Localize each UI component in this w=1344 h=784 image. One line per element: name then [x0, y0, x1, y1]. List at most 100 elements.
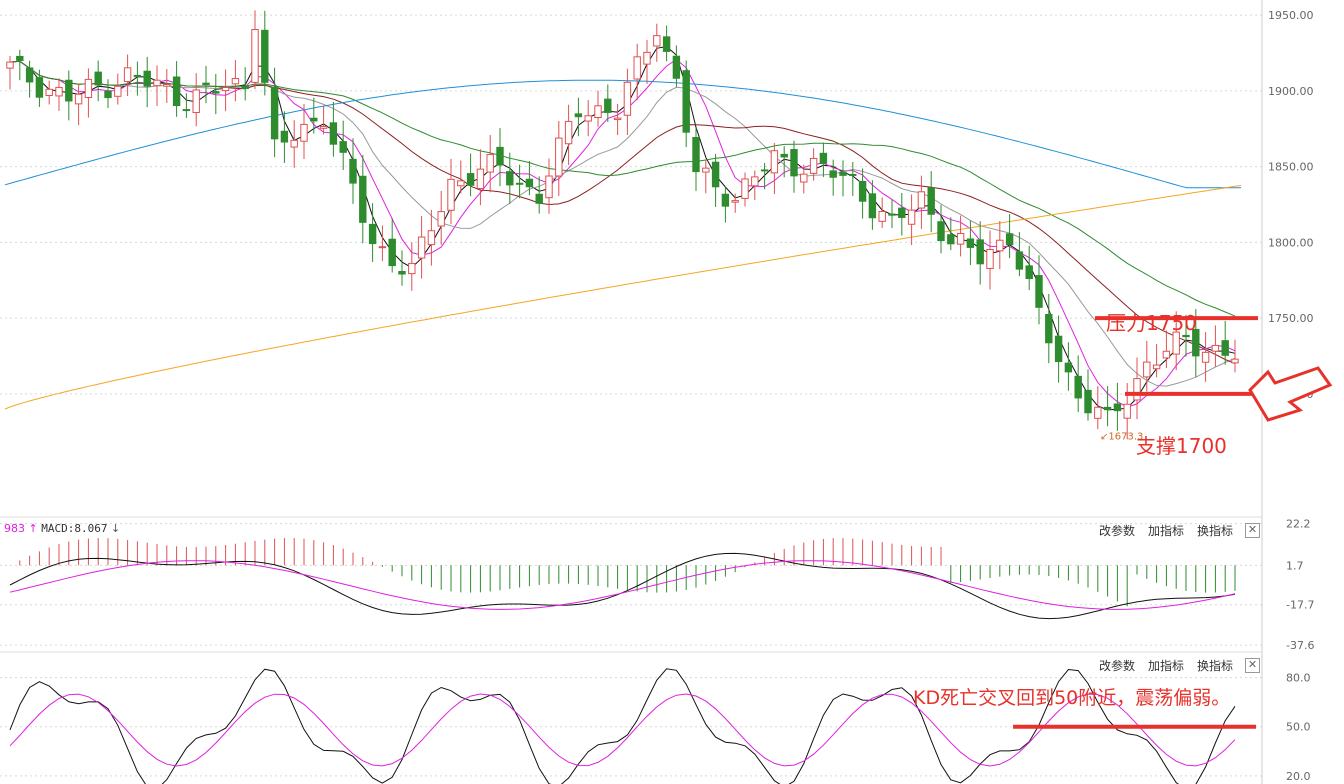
arrow-icon [1248, 366, 1333, 422]
y-tick-label: -37.6 [1286, 639, 1314, 652]
candle-body [1094, 406, 1102, 419]
candle-body [1201, 351, 1210, 363]
candle-body [986, 248, 994, 269]
candle-body [65, 79, 73, 102]
candle-body [319, 125, 328, 129]
candle-body [662, 36, 671, 52]
candle-body [751, 176, 759, 187]
candle-body [741, 178, 749, 199]
candle-body [1035, 275, 1043, 308]
candle-body [623, 81, 632, 116]
candle-body [359, 175, 367, 223]
annotations: ↙1673.3 [1013, 316, 1333, 729]
candle-body [496, 146, 504, 166]
candle-body [1123, 403, 1131, 419]
moving-averages [4, 45, 1242, 411]
candle-body [310, 117, 318, 122]
candle-body [976, 239, 984, 265]
candle-body [241, 85, 249, 90]
candle-body [947, 234, 955, 245]
candle-body [1211, 344, 1220, 352]
candle-body [290, 139, 298, 148]
macd-close-icon[interactable]: ✕ [1245, 523, 1260, 538]
kd-panel [9, 668, 1236, 784]
candle-body [1172, 331, 1180, 355]
candle-body [1192, 328, 1200, 357]
macd-add-indicator-button[interactable]: 加指标 [1148, 524, 1185, 538]
kd-add-indicator-button[interactable]: 加指标 [1148, 659, 1185, 673]
candle-body [35, 77, 44, 98]
candle-body [907, 209, 916, 225]
macd-swap-indicator-button[interactable]: 换指标 [1197, 524, 1234, 538]
candle-body [643, 51, 651, 65]
candle-body [349, 158, 357, 184]
macd-change-params-button[interactable]: 改参数 [1099, 524, 1136, 538]
candle-body [280, 130, 289, 143]
candle-body [16, 55, 24, 61]
candle-body [702, 167, 710, 173]
candle-body [1015, 251, 1024, 270]
candle-body [221, 87, 230, 92]
candle-body [1162, 350, 1171, 359]
y-tick-label: 1900.00 [1268, 85, 1314, 98]
candle-body [6, 61, 14, 69]
y-tick-label: 20.0 [1286, 770, 1311, 783]
ma-line [4, 184, 1242, 410]
candle-body [45, 88, 53, 97]
candle-body [143, 70, 151, 87]
candle-body [574, 113, 583, 118]
low-marker: ↙1673.3 [1100, 431, 1143, 442]
candle-body [153, 79, 161, 87]
candle-body [447, 178, 455, 211]
y-tick-label: 1800.00 [1268, 236, 1314, 249]
kd-swap-indicator-button[interactable]: 换指标 [1197, 659, 1234, 673]
candle-body [163, 83, 171, 87]
candle-body [1113, 403, 1122, 412]
kd-k-line [9, 668, 1236, 784]
candle-body [388, 238, 396, 267]
candle-body [1231, 358, 1239, 364]
kd-annotation: KD死亡交叉回到50附近，震荡偏弱。 [913, 687, 1231, 709]
macd-up-arrow: ↑ [28, 522, 38, 535]
candle-body [251, 28, 259, 83]
candle-body [270, 86, 279, 140]
candle-body [829, 170, 837, 178]
macd-title: 983 ↑ MACD:8.067 ↓ [4, 522, 120, 535]
candle-body [819, 152, 828, 164]
macd-label: MACD: [41, 522, 75, 535]
candle-body [231, 78, 240, 85]
support-label: 支撑1700 [1136, 434, 1227, 458]
candle-body [868, 193, 877, 219]
kd-change-params-button[interactable]: 改参数 [1099, 659, 1136, 673]
candle-body [1221, 340, 1229, 356]
candle-body [339, 141, 347, 153]
y-tick-label: 50.0 [1286, 721, 1311, 734]
candle-body [917, 191, 926, 209]
candle-body [1045, 313, 1053, 344]
candle-body [555, 137, 563, 177]
candle-body [760, 169, 769, 172]
candle-body [731, 200, 739, 203]
candle-body [966, 238, 975, 248]
ma-line [9, 60, 1236, 317]
candle-body [1005, 233, 1014, 246]
candle-body [261, 29, 269, 83]
candle-body [94, 71, 102, 86]
candle-body [84, 78, 93, 99]
kd-close-icon[interactable]: ✕ [1245, 658, 1260, 673]
candle-body [329, 122, 338, 145]
candle-body [1143, 361, 1151, 378]
candle-body [104, 90, 112, 99]
candle-body [133, 74, 142, 78]
candle-body [956, 233, 965, 245]
candle-body [123, 67, 132, 83]
y-tick-label: 80.0 [1286, 672, 1311, 685]
candle-body [192, 89, 200, 114]
ma-line [9, 58, 1236, 408]
candle-body [839, 171, 847, 176]
resistance-label: 压力1750 [1106, 311, 1197, 335]
candle-body [1074, 375, 1082, 399]
macd-value: 8.067 [74, 522, 108, 535]
kd-d-line [9, 693, 1236, 767]
